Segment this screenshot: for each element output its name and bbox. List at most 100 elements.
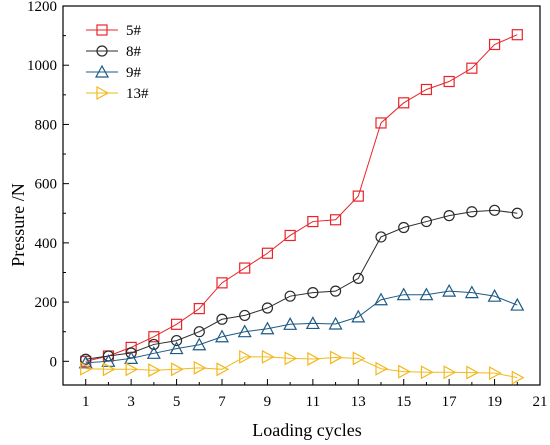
data-point: [125, 362, 139, 377]
data-point: [373, 292, 389, 306]
data-point: [305, 316, 320, 330]
series-line: [85, 356, 518, 379]
x-tick-label: 19: [487, 394, 502, 410]
data-point: [193, 360, 207, 375]
data-point: [488, 38, 501, 51]
data-point: [328, 316, 343, 330]
data-point: [420, 215, 433, 228]
series-line: [85, 209, 518, 360]
data-point: [284, 351, 298, 366]
legend-entry: 8#: [86, 44, 142, 60]
data-point: [329, 285, 342, 297]
data-point: [239, 309, 251, 322]
data-point: [80, 361, 93, 376]
data-point: [260, 321, 275, 335]
x-tick-label: 15: [396, 394, 411, 410]
data-point: [261, 349, 275, 364]
data-point: [284, 229, 296, 242]
data-point: [146, 346, 161, 359]
y-tick-label: 600: [35, 177, 58, 193]
data-point: [396, 287, 411, 301]
data-point: [510, 297, 525, 311]
data-point: [511, 207, 523, 219]
x-axis-title: Loading cycles: [252, 420, 361, 440]
data-point: [352, 190, 364, 202]
series-layer: [78, 29, 525, 385]
data-point: [375, 231, 387, 243]
x-tick-label: 3: [127, 394, 135, 410]
x-tick-label: 1: [82, 394, 90, 410]
legend-marker: [96, 45, 108, 57]
data-point: [124, 351, 139, 364]
data-point: [511, 29, 523, 41]
data-point: [466, 206, 478, 218]
data-point: [307, 287, 319, 299]
data-point: [216, 277, 228, 289]
x-tick-label: 13: [351, 394, 366, 410]
series-3: [78, 283, 525, 369]
data-point: [307, 351, 321, 366]
data-point: [284, 290, 296, 302]
data-point: [464, 285, 479, 299]
data-point: [398, 221, 410, 234]
data-point: [239, 262, 251, 274]
data-point: [148, 363, 162, 378]
data-point: [420, 83, 433, 96]
legend-label: 5#: [126, 23, 142, 39]
data-point: [488, 204, 501, 216]
data-point: [466, 365, 480, 380]
legend-marker: [96, 24, 108, 36]
x-tick-label: 5: [173, 394, 181, 410]
data-point: [398, 97, 410, 109]
legend-label: 8#: [126, 44, 142, 60]
data-point: [511, 370, 525, 385]
data-point: [102, 362, 116, 377]
legend-marker: [96, 85, 110, 101]
data-point: [193, 326, 205, 338]
data-point: [148, 338, 160, 351]
x-tick-label: 11: [306, 394, 320, 410]
data-point: [237, 324, 252, 338]
legend-entry: 9#: [86, 64, 142, 81]
data-point: [442, 283, 457, 297]
data-point: [443, 365, 457, 380]
data-point: [216, 313, 228, 325]
data-point: [419, 287, 434, 301]
data-point: [193, 303, 205, 315]
x-tick-label: 17: [442, 394, 458, 410]
data-point: [351, 309, 366, 323]
data-point: [216, 362, 230, 377]
data-point: [148, 331, 160, 343]
data-point: [420, 365, 434, 380]
data-point: [239, 349, 252, 364]
data-point: [170, 334, 183, 347]
data-point: [261, 302, 274, 314]
data-point: [169, 341, 184, 355]
data-point: [443, 75, 455, 88]
data-point: [329, 214, 342, 226]
legend-entry: 13#: [86, 85, 149, 102]
x-tick-label: 9: [264, 394, 272, 410]
data-point: [375, 117, 387, 129]
y-tick-label: 0: [50, 354, 58, 370]
data-point: [261, 247, 274, 259]
data-point: [329, 350, 343, 365]
y-tick-label: 200: [35, 295, 58, 311]
x-tick-label: 7: [218, 394, 226, 410]
x-tick-label: 21: [533, 394, 548, 410]
y-tick-label: 1000: [27, 58, 57, 74]
data-point: [192, 337, 207, 351]
data-point: [307, 215, 319, 228]
series-1: [80, 29, 523, 367]
data-point: [487, 288, 502, 302]
data-point: [398, 364, 411, 379]
data-point: [443, 210, 455, 222]
y-tick-label: 1200: [27, 0, 57, 15]
data-point: [78, 355, 93, 369]
data-point: [352, 272, 364, 285]
data-point: [170, 362, 184, 377]
legend-label: 13#: [126, 86, 149, 102]
legend: 5# 8# 9# 13#: [86, 23, 149, 102]
y-tick-label: 800: [35, 117, 58, 133]
